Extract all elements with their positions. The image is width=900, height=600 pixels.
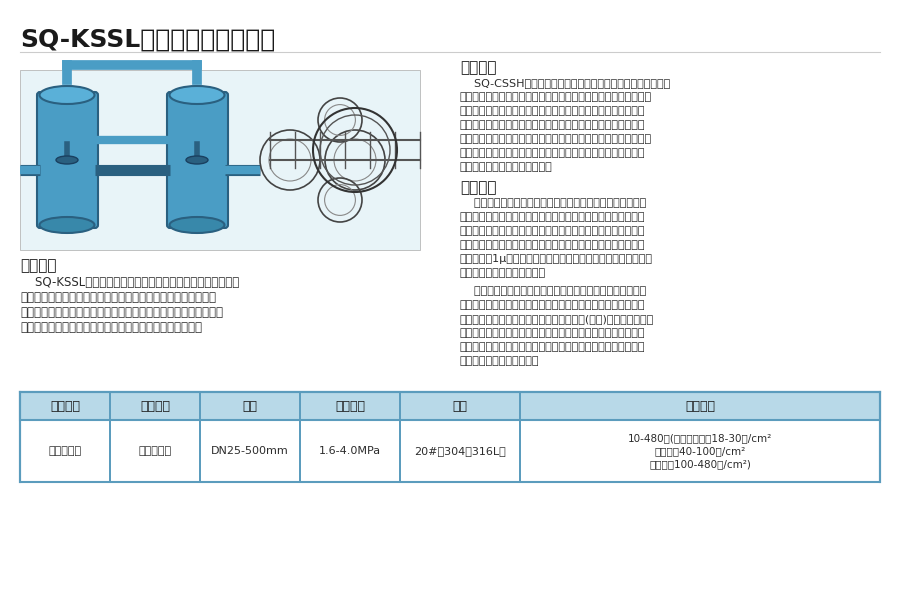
Text: 可滤掉粒径1μ以上的颗粒，本过滤器亦可单筒使用，此时只需去: 可滤掉粒径1μ以上的颗粒，本过滤器亦可单筒使用，此时只需去 <box>460 254 653 264</box>
Text: 捷地更换滤袋，过滤基本无物料消耗，使得操作成本降低。: 捷地更换滤袋，过滤基本无物料消耗，使得操作成本降低。 <box>20 321 202 334</box>
Text: 证其连续工作，是不停车生产线过滤装置首选，本过滤器的过滤: 证其连续工作，是不停车生产线过滤装置首选，本过滤器的过滤 <box>460 226 645 236</box>
Text: 法兰、对焊: 法兰、对焊 <box>139 446 172 456</box>
Text: SQ-KSSL球型双联切换过滤器: SQ-KSSL球型双联切换过滤器 <box>20 28 275 52</box>
Text: 双联切换式过滤器又称并联切换过滤器，采用两个蝶阀，将: 双联切换式过滤器又称并联切换过滤器，采用两个蝶阀，将 <box>460 198 646 208</box>
Text: 1.6-4.0MPa: 1.6-4.0MPa <box>319 446 381 456</box>
Text: 20#、304、316L等: 20#、304、316L等 <box>414 446 506 456</box>
Text: 两个单筒过滤器组装在一个机座上，清洗过滤器时不必停车，保: 两个单筒过滤器组装在一个机座上，清洗过滤器时不必停车，保 <box>460 212 645 222</box>
Text: 10-480目(一般通水网为18-30目/cm²: 10-480目(一般通水网为18-30目/cm² <box>628 433 772 443</box>
Text: 通气网为40-100目/cm²: 通气网为40-100目/cm² <box>654 446 745 456</box>
Text: 元件，除采用不锈钢滤芯外，亦可采有优质蜂房式脱脂纤维棉，: 元件，除采用不锈钢滤芯外，亦可采有优质蜂房式脱脂纤维棉， <box>460 240 645 250</box>
FancyBboxPatch shape <box>167 92 228 228</box>
FancyBboxPatch shape <box>37 92 98 228</box>
Text: 口径: 口径 <box>242 400 257 413</box>
Text: 通油网为100-480目/cm²): 通油网为100-480目/cm²) <box>649 459 751 469</box>
Ellipse shape <box>40 86 94 104</box>
FancyBboxPatch shape <box>20 392 880 420</box>
Text: 方便，无料液泄漏更卫生。: 方便，无料液泄漏更卫生。 <box>460 356 539 366</box>
Text: 正常连续工作。它的工作特点是当一只过滤器滤芯堵塞需更换时，: 正常连续工作。它的工作特点是当一只过滤器滤芯堵塞需更换时， <box>460 134 652 144</box>
Text: 掉共同机座，其余尺寸不变。: 掉共同机座，其余尺寸不变。 <box>460 268 546 278</box>
Text: 工作原理: 工作原理 <box>460 60 497 75</box>
Text: 过滤精度: 过滤精度 <box>685 400 715 413</box>
Text: 这方面的缺陷，在不停机的情况下可清洗或更换滤芯以保证主机: 这方面的缺陷，在不停机的情况下可清洗或更换滤芯以保证主机 <box>460 120 645 130</box>
Text: DN25-500mm: DN25-500mm <box>212 446 289 456</box>
Text: 直通、高低: 直通、高低 <box>49 446 82 456</box>
Text: 程度需清洗或更换时，要停止主机工作，这样不仅浪费时间更不能: 程度需清洗或更换时，要停止主机工作，这样不仅浪费时间更不能 <box>460 92 652 102</box>
Text: 网支撑篮；顶部装有放气阀，供过滤时排放滤器内空气作用。上: 网支撑篮；顶部装有放气阀，供过滤时排放滤器内空气作用。上 <box>460 300 645 310</box>
Text: 产品概述: 产品概述 <box>20 258 57 273</box>
FancyBboxPatch shape <box>20 392 880 482</box>
FancyBboxPatch shape <box>20 70 420 250</box>
Ellipse shape <box>40 217 94 233</box>
Text: 连接方式: 连接方式 <box>140 400 170 413</box>
Text: 材质: 材质 <box>453 400 467 413</box>
Text: 满足主机连续工作的需要，双桶过滤器有效地解决了单桶过滤器: 满足主机连续工作的需要，双桶过滤器有效地解决了单桶过滤器 <box>460 106 645 116</box>
Ellipse shape <box>186 156 208 164</box>
Ellipse shape <box>169 86 224 104</box>
Text: 双联过滤器内外表面抛光处理，滤筒内装有不锈钢滤网和滤: 双联过滤器内外表面抛光处理，滤筒内装有不锈钢滤网和滤 <box>460 286 646 296</box>
Text: 节式支脚可使滤器平稳放置在地面上。连接管路采用活接或卡箍: 节式支脚可使滤器平稳放置在地面上。连接管路采用活接或卡箍 <box>460 328 645 338</box>
Text: 盖与滤筒连接采用快开式结构，更方便清洗(更换)滤网，三只可调: 盖与滤筒连接采用快开式结构，更方便清洗(更换)滤网，三只可调 <box>460 314 654 324</box>
Text: 续工作。尤其是滤袋侧漏机率小，能准确地保证过滤精度，并能快: 续工作。尤其是滤袋侧漏机率小，能准确地保证过滤精度，并能快 <box>20 306 223 319</box>
Text: 安装方式: 安装方式 <box>50 400 80 413</box>
Text: 结构特点: 结构特点 <box>460 180 497 195</box>
Text: 工作，然后更换已堵塞的滤芯。: 工作，然后更换已堵塞的滤芯。 <box>460 162 553 172</box>
Text: 连接方式，进出料阀门采用三通球阀启闭，耐压耐温，操作灵活: 连接方式，进出料阀门采用三通球阀启闭，耐压耐温，操作灵活 <box>460 342 645 352</box>
Text: SQ-KSSL球型双联切换过滤器采用两个三通球阀，将两个单: SQ-KSSL球型双联切换过滤器采用两个三通球阀，将两个单 <box>20 276 239 289</box>
Text: 筒过滤器组装在一个机座上，清洗过滤器时不必停车，保证其连: 筒过滤器组装在一个机座上，清洗过滤器时不必停车，保证其连 <box>20 291 216 304</box>
Text: SQ-CSSH螺型双联切换过滤器在工作过程中滤芯堵塞到一定: SQ-CSSH螺型双联切换过滤器在工作过程中滤芯堵塞到一定 <box>460 78 670 88</box>
Ellipse shape <box>169 217 224 233</box>
Text: 不需要停止主机工作，只要转动换向阀，另一只过滤器即可参加: 不需要停止主机工作，只要转动换向阀，另一只过滤器即可参加 <box>460 148 645 158</box>
Text: 工作压力: 工作压力 <box>335 400 365 413</box>
Ellipse shape <box>56 156 78 164</box>
